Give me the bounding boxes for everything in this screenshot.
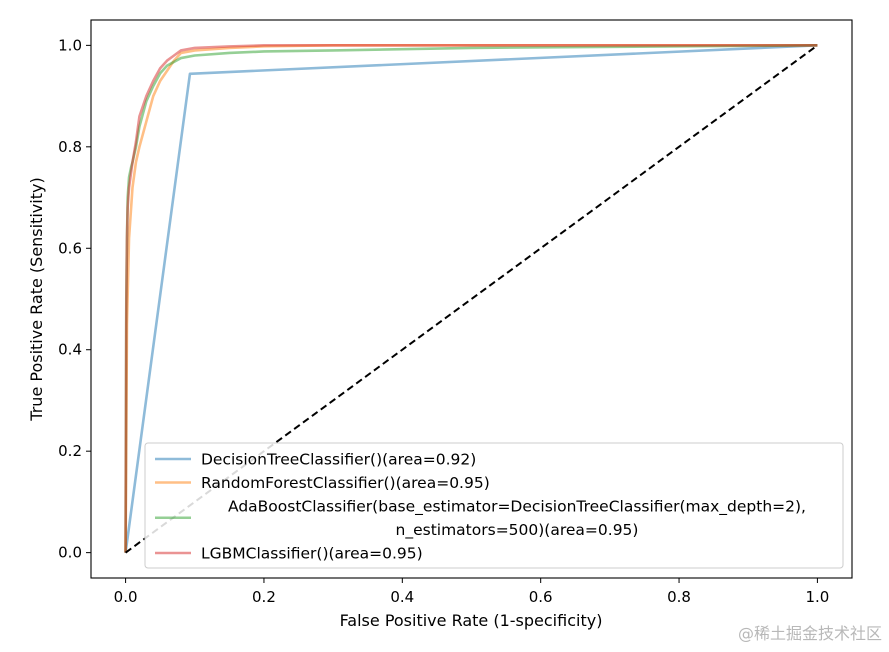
x-tick-label: 0.2 [252,588,276,606]
legend-label: AdaBoostClassifier(base_estimator=Decisi… [228,498,806,517]
y-tick-label: 0.6 [58,239,82,257]
x-axis-title: False Positive Rate (1-specificity) [340,611,603,630]
series-line-4 [124,44,818,553]
legend-label: DecisionTreeClassifier()(area=0.92) [201,451,476,469]
y-axis-title: True Positive Rate (Sensitivity) [27,177,46,421]
x-tick-label: 0.6 [529,588,553,606]
watermark-text: @稀土掘金技术社区 [738,624,882,643]
legend-label: LGBMClassifier()(area=0.95) [201,545,423,563]
legend: DecisionTreeClassifier()(area=0.92) Rando… [144,442,844,569]
axes-frame [90,19,853,579]
y-tick-label: 0.8 [58,138,82,156]
x-tick-label: 0.4 [390,588,414,606]
y-tick-label: 0.2 [58,442,82,460]
legend-label: RandomForestClassifier()(area=0.95) [201,474,490,492]
series-line-1 [124,44,818,553]
y-tick-label: 1.0 [58,36,82,54]
legend-label: n_estimators=500)(area=0.95) [396,521,639,540]
x-tick-label: 0.0 [114,588,138,606]
y-tick-label: 0.4 [58,341,82,359]
legend-box [144,442,844,569]
axes-layer: 0.0 0.2 0.4 0.6 0.8 1.0 0.0 0.2 0.4 0.6 0.8 1.0 [58,19,853,606]
plot-layer [124,44,819,554]
x-tick-label: 1.0 [805,588,829,606]
x-tick-label: 0.8 [667,588,691,606]
y-tick-label: 0.0 [58,544,82,562]
